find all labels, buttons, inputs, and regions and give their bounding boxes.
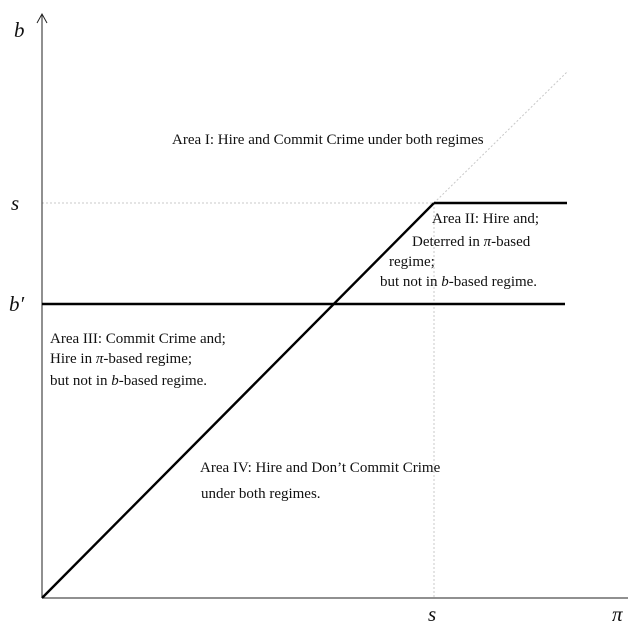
area-4-line-1: Area IV: Hire and Don’t Commit Crime [200, 460, 441, 476]
y-tick-s: s [11, 191, 19, 215]
y-tick-bprime: b′ [9, 292, 25, 316]
area-2-line-2: Deterred in π-based [412, 234, 531, 250]
area-3-line-1: Area III: Commit Crime and; [50, 331, 226, 347]
diagonal-extension-dotted [433, 70, 569, 204]
area-3-line-2: Hire in π-based regime; [50, 351, 192, 367]
area-2-line-4: but not in b-based regime. [380, 274, 537, 290]
area-3-line-3: but not in b-based regime. [50, 373, 207, 389]
x-tick-s: s [428, 602, 436, 623]
area-4-line-2: under both regimes. [201, 486, 321, 502]
area-2-line-3: regime; [389, 254, 435, 270]
x-axis-label: π [612, 602, 623, 623]
area-2-line-1: Area II: Hire and; [432, 211, 539, 227]
area-1-label: Area I: Hire and Commit Crime under both… [172, 132, 484, 148]
y-axis-arrowhead [36, 12, 48, 24]
y-axis-label: b [14, 18, 25, 42]
boundary-diagonal [41, 202, 435, 599]
